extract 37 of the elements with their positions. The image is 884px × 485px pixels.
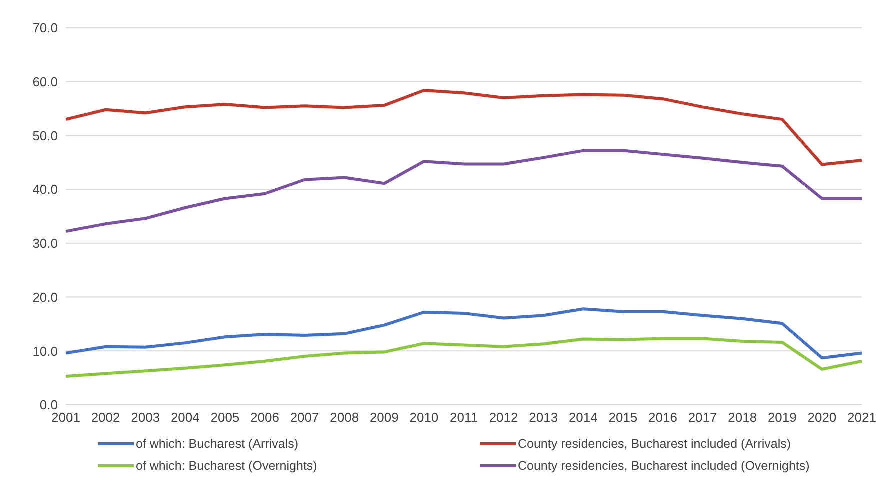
x-tick-label: 2020 xyxy=(808,410,837,426)
y-tick-label: 70.0 xyxy=(32,20,58,36)
x-tick-label: 2021 xyxy=(848,410,876,426)
y-tick-label: 0.0 xyxy=(40,398,58,413)
x-tick-label: 2009 xyxy=(370,410,399,426)
x-tick-label: 2017 xyxy=(688,410,718,426)
x-tick-label: 2005 xyxy=(210,410,240,426)
legend-label: County residencies, Bucharest included (Overnights) xyxy=(518,459,810,473)
x-tick-label: 2010 xyxy=(410,410,439,426)
x-tick-label: 2019 xyxy=(768,410,797,426)
x-tick-label: 2001 xyxy=(52,410,80,426)
y-tick-label: 20.0 xyxy=(32,290,58,305)
x-tick-label: 2004 xyxy=(170,410,200,426)
x-tick-label: 2015 xyxy=(608,410,638,426)
legend-label: of which: Bucharest (Overnights) xyxy=(136,459,318,473)
x-tick-label: 2016 xyxy=(648,410,678,426)
legend-label: County residencies, Bucharest included (Arrivals) xyxy=(518,437,792,451)
y-tick-label: 60.0 xyxy=(32,74,58,90)
x-tick-label: 2012 xyxy=(489,410,518,426)
x-tick-label: 2011 xyxy=(450,410,478,426)
line-series xyxy=(64,88,864,166)
x-tick-label: 2018 xyxy=(728,410,758,426)
line-series xyxy=(64,308,864,360)
legend-label: of which: Bucharest (Arrivals) xyxy=(136,437,299,451)
x-tick-label: 2014 xyxy=(568,410,598,426)
x-tick-label: 2002 xyxy=(91,410,120,426)
line-series xyxy=(64,337,864,378)
y-tick-label: 30.0 xyxy=(32,236,58,252)
x-tick-label: 2003 xyxy=(131,410,160,426)
x-tick-label: 2013 xyxy=(529,410,558,426)
x-tick-label: 2008 xyxy=(330,410,360,426)
x-tick-label: 2006 xyxy=(250,410,280,426)
y-tick-label: 40.0 xyxy=(32,182,58,198)
line-series xyxy=(64,149,864,234)
x-tick-label: 2007 xyxy=(290,410,320,426)
y-tick-label: 10.0 xyxy=(32,344,58,359)
y-tick-label: 50.0 xyxy=(32,128,58,144)
